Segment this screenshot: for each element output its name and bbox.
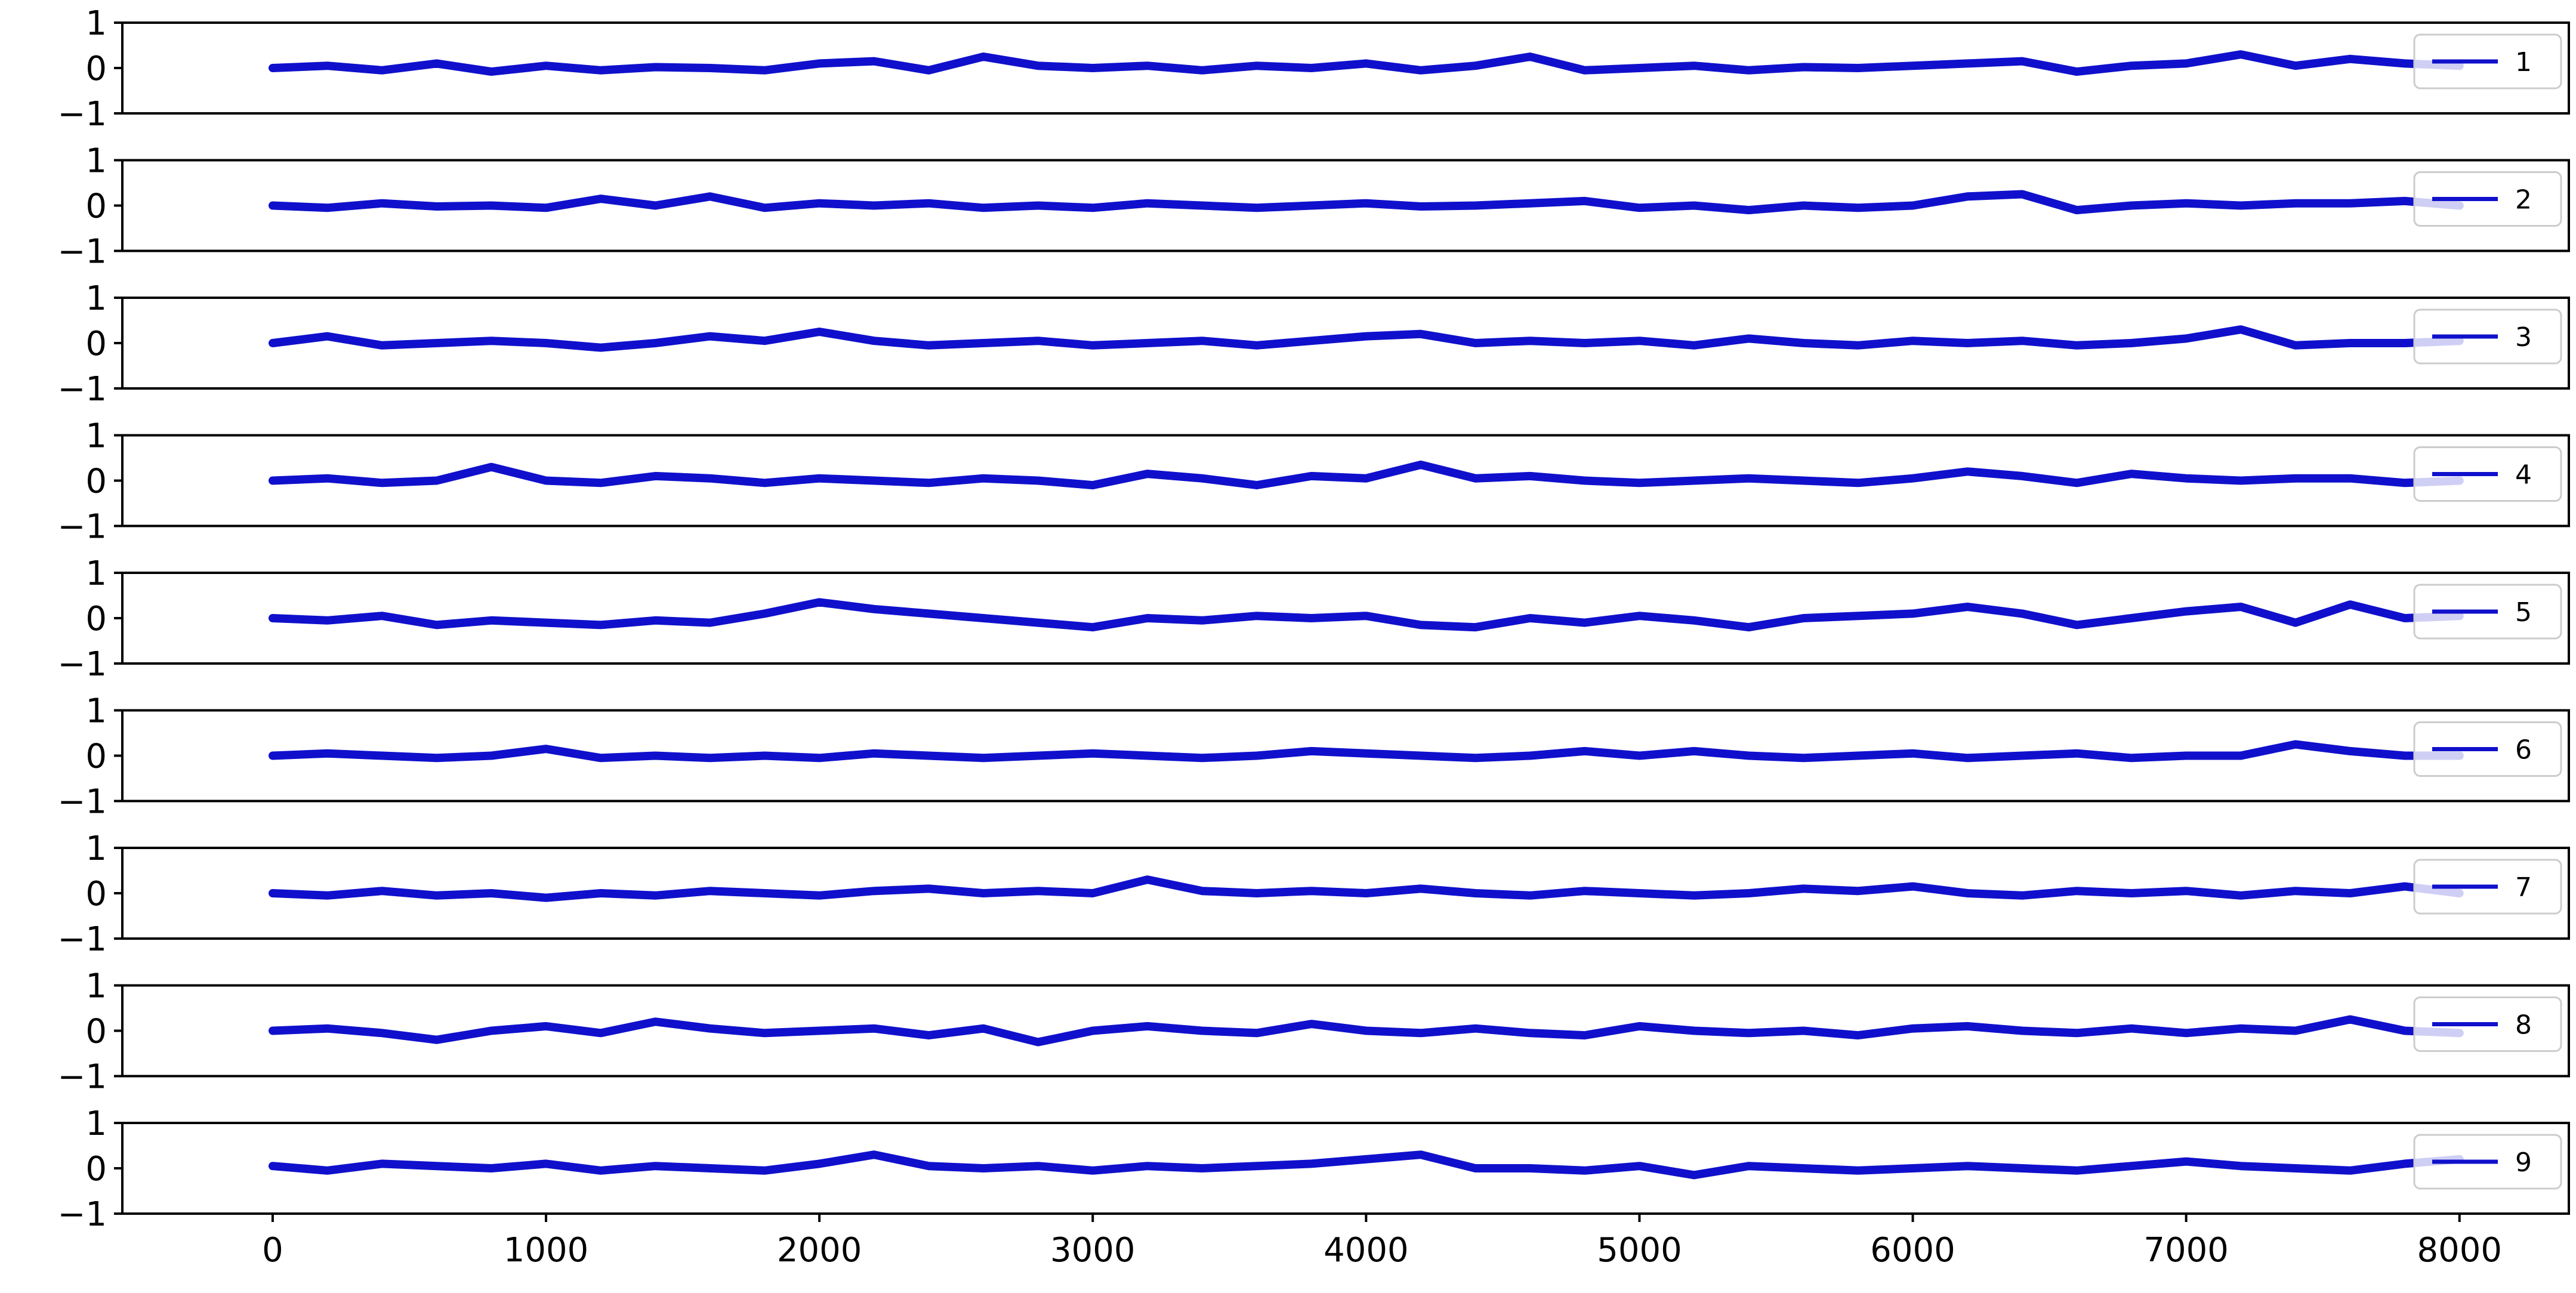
subplot-panel: 1 0 −1 9	[57, 1104, 2570, 1234]
y-tick-label: 1	[85, 142, 107, 181]
series-line-7	[269, 875, 2464, 902]
y-tick-label: −1	[57, 508, 107, 547]
subplot-panel: 1 0 −1 2	[57, 142, 2570, 271]
y-tick-label: 0	[85, 325, 107, 363]
x-tick-label: 3000	[1050, 1231, 1136, 1270]
series-line-1	[269, 50, 2464, 76]
y-tick-label: −1	[57, 370, 107, 409]
series-line-3	[269, 325, 2464, 352]
series-line-9	[269, 1150, 2464, 1180]
x-tick-label: 5000	[1597, 1231, 1682, 1270]
y-tick-label: 1	[85, 279, 107, 318]
x-tick-label: 2000	[777, 1231, 862, 1270]
y-tick-label: −1	[57, 233, 107, 271]
y-tick-label: 0	[85, 875, 107, 914]
legend-label: 6	[2515, 735, 2532, 766]
y-tick-label: −1	[57, 783, 107, 822]
subplot-panel: 1 0 −1 7	[57, 829, 2570, 959]
y-tick-label: −1	[57, 645, 107, 684]
x-tick-label: 1000	[504, 1231, 589, 1270]
y-tick-label: 0	[85, 50, 107, 88]
legend-label: 1	[2515, 47, 2532, 78]
legend-label: 8	[2515, 1010, 2532, 1041]
y-tick-label: 0	[85, 1150, 107, 1189]
subplot-panel: 1 0 −1 3	[57, 279, 2570, 409]
y-tick-label: 1	[85, 4, 107, 43]
y-tick-label: −1	[57, 1058, 107, 1097]
y-tick-label: 0	[85, 737, 107, 776]
y-tick-label: 1	[85, 692, 107, 731]
y-tick-label: 1	[85, 417, 107, 456]
x-tick-label: 6000	[1870, 1231, 1955, 1270]
y-tick-label: 1	[85, 829, 107, 868]
x-tick-label: 7000	[2143, 1231, 2229, 1270]
series-line-4	[269, 460, 2464, 490]
y-tick-label: −1	[57, 1195, 107, 1234]
series-line-5	[269, 598, 2464, 632]
y-tick-label: 1	[85, 1104, 107, 1143]
series-line-2	[269, 190, 2464, 215]
y-tick-label: 1	[85, 967, 107, 1006]
x-tick-label: 4000	[1324, 1231, 1409, 1270]
legend-label: 3	[2515, 322, 2532, 353]
legend-label: 2	[2515, 185, 2532, 215]
y-tick-label: 1	[85, 554, 107, 593]
legend-label: 5	[2515, 597, 2532, 628]
subplot-panel: 1 0 −1 1	[57, 4, 2570, 134]
y-tick-label: 0	[85, 187, 107, 226]
subplot-panel: 1 0 −1 5	[57, 554, 2570, 684]
subplot-panel: 1 0 −1 4	[57, 417, 2570, 547]
series-line-6	[269, 740, 2464, 763]
x-tick-label: 8000	[2417, 1231, 2503, 1270]
legend-label: 9	[2515, 1147, 2532, 1178]
y-tick-label: −1	[57, 920, 107, 959]
y-tick-label: 0	[85, 1013, 107, 1051]
series-line-8	[269, 1015, 2464, 1047]
y-tick-label: −1	[57, 95, 107, 134]
subplot-panel: 1 0 −1 8	[57, 967, 2570, 1097]
legend-label: 7	[2515, 872, 2532, 903]
legend-label: 4	[2515, 460, 2532, 490]
y-tick-label: 0	[85, 600, 107, 638]
y-tick-label: 0	[85, 462, 107, 501]
subplot-panel: 1 0 −1 6	[57, 692, 2570, 822]
x-tick-label: 0	[262, 1231, 283, 1270]
